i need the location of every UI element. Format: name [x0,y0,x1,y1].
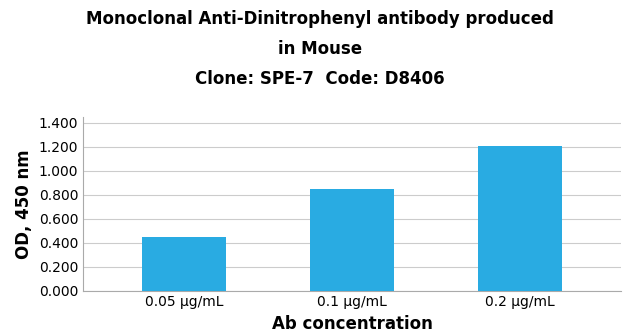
Bar [142,237,226,291]
Y-axis label: OD, 450 nm: OD, 450 nm [15,149,33,259]
Text: Monoclonal Anti-Dinitrophenyl antibody produced: Monoclonal Anti-Dinitrophenyl antibody p… [86,10,554,28]
Text: Clone: SPE-7  Code: D8406: Clone: SPE-7 Code: D8406 [195,70,445,88]
X-axis label: Ab concentration: Ab concentration [271,315,433,333]
Bar [310,189,394,291]
Text: in Mouse: in Mouse [278,40,362,58]
Bar [478,146,562,291]
